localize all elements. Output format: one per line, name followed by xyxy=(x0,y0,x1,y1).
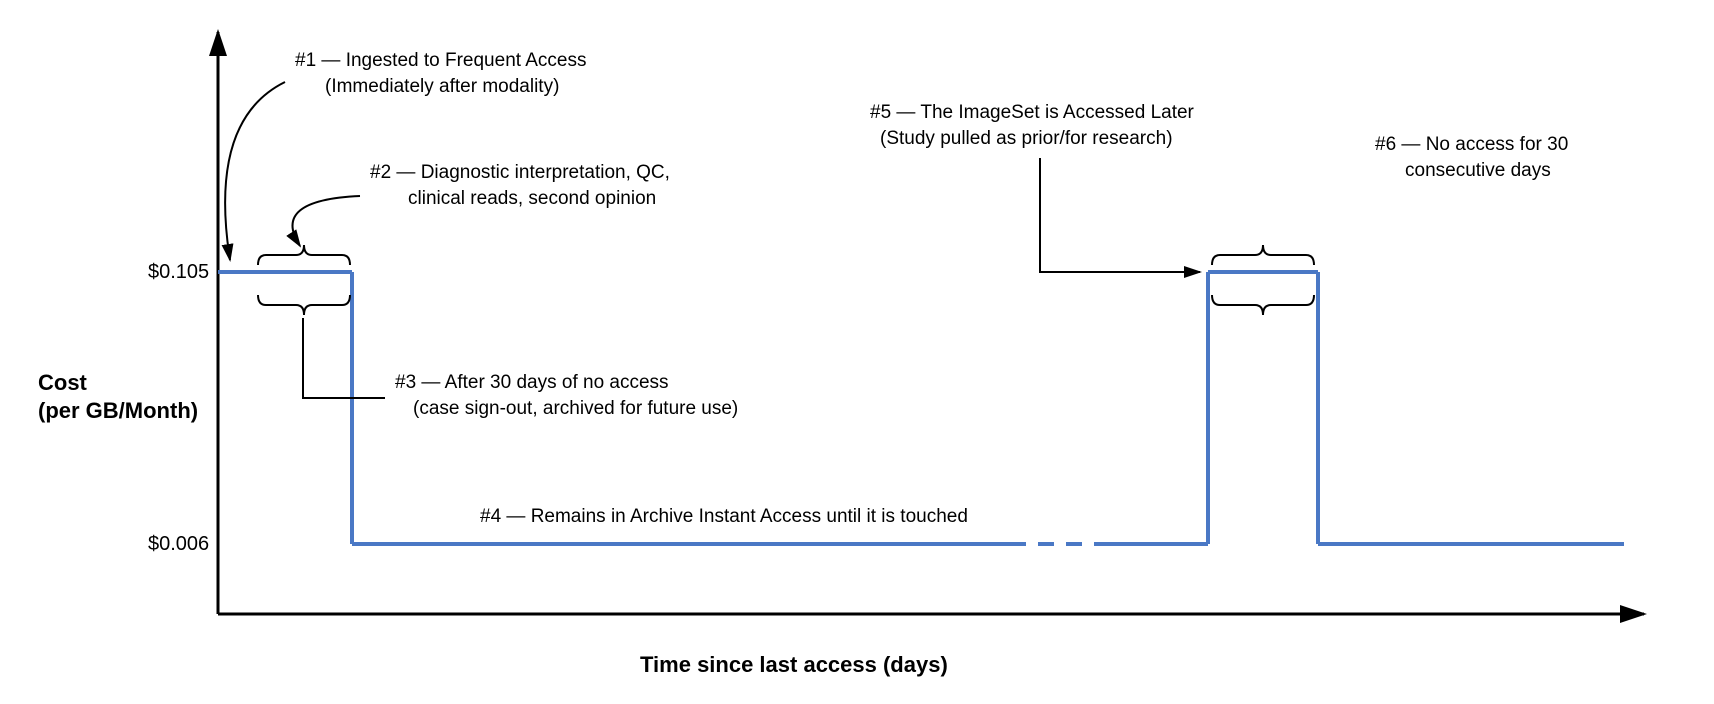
bracket xyxy=(258,295,350,315)
ytick-high: $0.105 xyxy=(148,261,209,283)
bracket xyxy=(258,245,350,265)
annotation-1: #1 — Ingested to Frequent Access xyxy=(295,50,587,71)
annotation-5: (Study pulled as prior/for research) xyxy=(880,128,1173,149)
annotation-3: (case sign-out, archived for future use) xyxy=(413,398,738,419)
annotation-6: #6 — No access for 30 xyxy=(1375,134,1568,155)
callout-elbow xyxy=(1040,158,1200,272)
cost-step-diagram: { "canvas": { "width": 1714, "height": 7… xyxy=(0,0,1714,704)
diagram-svg: Cost (per GB/Month) Time since last access… xyxy=(0,0,1714,704)
annotation-1: (Immediately after modality) xyxy=(325,76,559,97)
callout-arrow xyxy=(225,82,285,260)
callout-elbow xyxy=(303,318,385,398)
y-axis-label: Cost xyxy=(38,370,88,395)
annotation-4: #4 — Remains in Archive Instant Access u… xyxy=(480,506,968,527)
y-axis-label: (per GB/Month) xyxy=(38,398,198,423)
ytick-low: $0.006 xyxy=(148,533,209,555)
annotation-6: consecutive days xyxy=(1405,160,1551,181)
callout-arrow xyxy=(293,196,361,246)
annotation-2: clinical reads, second opinion xyxy=(408,188,656,209)
annotation-2: #2 — Diagnostic interpretation, QC, xyxy=(370,162,670,183)
bracket xyxy=(1212,245,1314,265)
annotation-3: #3 — After 30 days of no access xyxy=(395,372,669,393)
bracket xyxy=(1212,295,1314,315)
x-axis-label: Time since last access (days) xyxy=(640,652,948,677)
annotation-5: #5 — The ImageSet is Accessed Later xyxy=(870,102,1195,123)
